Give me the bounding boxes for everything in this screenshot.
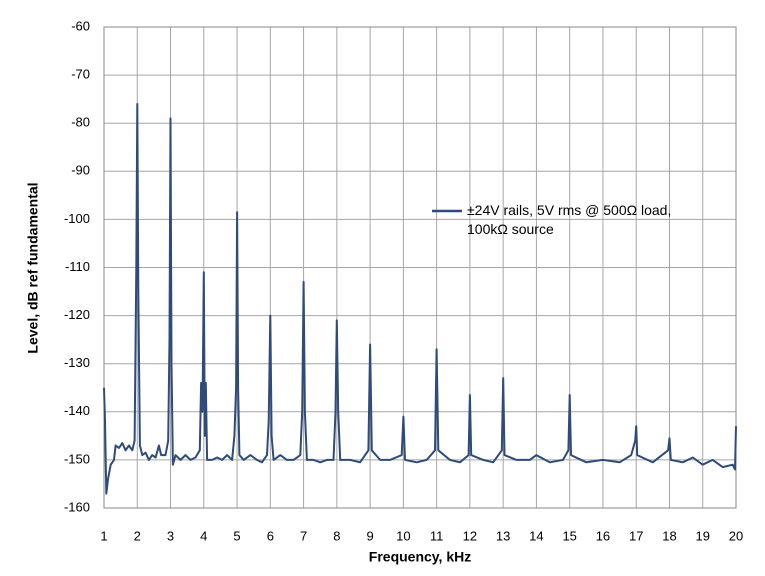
x-tick-label: 6 — [267, 528, 274, 543]
x-tick-label: 5 — [233, 528, 240, 543]
x-tick-label: 2 — [134, 528, 141, 543]
y-tick-label: -150 — [64, 451, 90, 466]
x-tick-label: 13 — [496, 528, 510, 543]
y-tick-label: -80 — [71, 115, 90, 130]
x-axis-label: Frequency, kHz — [369, 549, 471, 565]
x-tick-label: 3 — [167, 528, 174, 543]
y-axis-label: Level, dB ref fundamental — [25, 182, 41, 353]
y-tick-label: -110 — [65, 259, 90, 274]
y-tick-label: -90 — [71, 163, 90, 178]
y-tick-label: -140 — [64, 403, 90, 418]
x-tick-label: 20 — [729, 528, 743, 543]
y-tick-label: -70 — [71, 67, 90, 82]
series-line — [103, 103, 737, 495]
x-tick-label: 10 — [396, 528, 410, 543]
y-tick-label: -120 — [64, 307, 90, 322]
plot-frame — [103, 26, 737, 509]
x-tick-label: 19 — [696, 528, 710, 543]
x-tick-label: 18 — [662, 528, 676, 543]
x-tick-label: 14 — [529, 528, 543, 543]
x-tick-label: 16 — [596, 528, 610, 543]
x-tick-label: 9 — [366, 528, 373, 543]
x-tick-label: 17 — [629, 528, 643, 543]
x-tick-label: 7 — [300, 528, 307, 543]
x-tick-label: 1 — [100, 528, 107, 543]
y-tick-label: -160 — [64, 499, 90, 514]
x-tick-label: 12 — [463, 528, 477, 543]
y-tick-label: -130 — [64, 355, 90, 370]
y-tick-label: -100 — [64, 211, 90, 226]
x-tick-label: 8 — [333, 528, 340, 543]
x-tick-label: 15 — [562, 528, 576, 543]
legend-label: ±24V rails, 5V rms @ 500Ω load, 100kΩ so… — [467, 202, 672, 237]
y-tick-label: -60 — [71, 18, 90, 33]
x-tick-label: 11 — [430, 528, 444, 543]
x-tick-label: 4 — [200, 528, 207, 543]
